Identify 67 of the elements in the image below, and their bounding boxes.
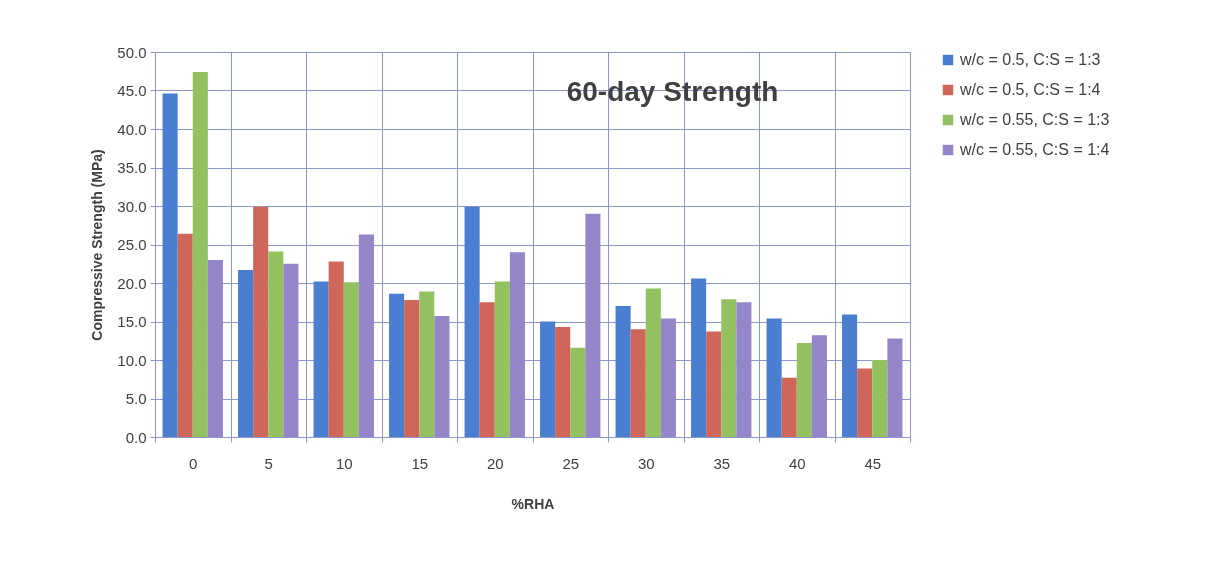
bar [494,281,510,437]
x-tick-label: 45 [864,454,882,472]
y-tick-label: 15.0 [117,313,147,330]
bar [404,299,420,437]
bar [781,377,797,437]
bar [464,206,480,437]
legend-label: w/c = 0.5, C:S = 1:4 [959,81,1101,98]
bar [615,306,631,437]
bar [283,263,299,437]
y-tick-label: 45.0 [117,82,147,99]
y-tick-label: 5.0 [125,390,147,407]
x-tick-label: 0 [189,454,198,472]
bar [177,233,193,437]
legend-label: w/c = 0.55, C:S = 1:4 [959,141,1110,158]
bar [434,316,450,437]
bar [721,299,737,437]
bar [540,321,556,437]
bar [796,343,812,437]
y-tick-label: 30.0 [117,197,147,215]
bar [313,281,329,437]
y-tick-label: 20.0 [117,274,147,292]
bar [630,329,646,437]
bar [706,331,722,437]
bar [887,338,903,437]
bar [691,278,707,437]
x-axis-title: %RHA [511,495,555,512]
bar [419,291,435,437]
bar [162,93,178,437]
x-tick-label: 10 [335,454,353,472]
bar [645,288,661,437]
bar [811,335,827,437]
x-tick-label: 5 [264,454,273,472]
y-tick-label: 0.0 [125,428,147,446]
y-tick-label: 50.0 [117,43,147,61]
bar [253,206,269,437]
bar [570,347,586,437]
x-tick-label: 30 [637,454,655,472]
y-tick-label: 25.0 [117,236,147,253]
bar [343,282,359,437]
y-tick-label: 35.0 [117,159,147,176]
bar [857,368,873,437]
bar [585,213,601,437]
bar [736,302,752,437]
bar [555,326,571,437]
legend-label: w/c = 0.5, C:S = 1:3 [959,51,1101,68]
x-tick-label: 15 [411,454,429,472]
bar [872,360,888,437]
bar [509,252,525,437]
bar [358,234,374,437]
bar [766,318,782,437]
y-tick-label: 10.0 [117,351,147,369]
legend-label: w/c = 0.55, C:S = 1:3 [959,111,1110,128]
bar [268,251,284,437]
x-tick-label: 35 [713,454,731,472]
bar [207,259,223,437]
x-tick-label: 25 [562,454,580,472]
x-tick-label: 20 [486,454,504,472]
bar [192,72,208,437]
bar [842,314,858,437]
bar [328,261,344,437]
x-tick-label: 40 [788,454,806,472]
bar [479,302,495,437]
bar [389,293,405,437]
y-tick-label: 40.0 [117,120,147,138]
y-axis-title: Compressive Strength (MPa) [89,149,106,341]
bar [238,269,254,437]
bar [660,318,676,437]
